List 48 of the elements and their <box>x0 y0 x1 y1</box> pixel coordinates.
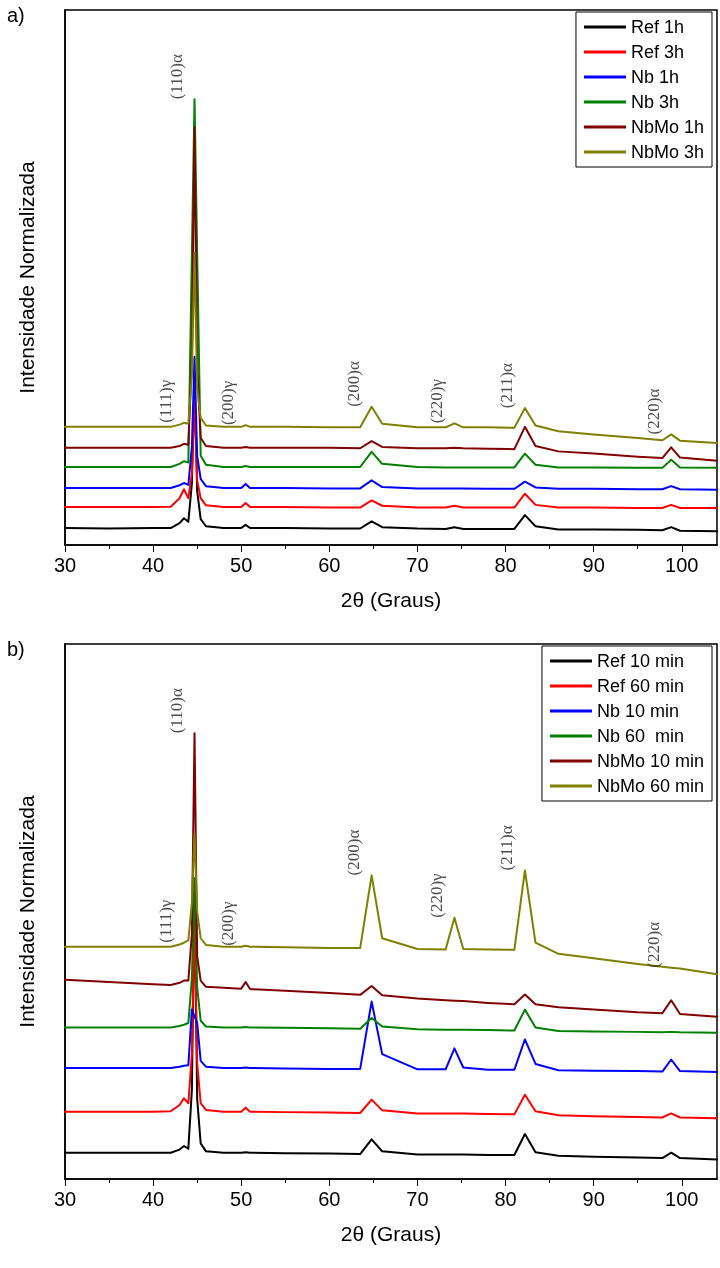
x-tick-label: 60 <box>318 1188 341 1210</box>
x-tick-label: 100 <box>665 1188 699 1210</box>
annotation: (111)γ <box>156 899 176 943</box>
x-axis-title: 2θ (Graus) <box>340 588 442 611</box>
x-tick-label: 60 <box>318 554 341 576</box>
x-axis-title: 2θ (Graus) <box>340 1222 442 1245</box>
x-tick-label: 50 <box>230 554 253 576</box>
legend-label: Nb 10 min <box>596 701 679 721</box>
annotation: (220)α <box>643 388 663 435</box>
annotation: (220)α <box>643 921 663 968</box>
legend-label: Nb 60 min <box>596 726 684 746</box>
x-tick-label: 90 <box>582 554 605 576</box>
annotation: (211)α <box>497 825 517 871</box>
annotation: (220)γ <box>426 872 446 918</box>
x-tick-label: 100 <box>665 554 699 576</box>
legend-label: NbMo 60 min <box>596 776 704 796</box>
x-tick-label: 30 <box>53 1188 77 1210</box>
legend-label: NbMo 1h <box>630 117 705 137</box>
chart-title: b) <box>7 638 25 660</box>
x-tick-label: 50 <box>230 1188 253 1210</box>
annotation: (200)γ <box>218 901 238 946</box>
annotation: (200)γ <box>218 380 238 426</box>
annotation: (211)α <box>497 362 517 409</box>
x-tick-label: 40 <box>141 554 165 576</box>
x-tick-label: 80 <box>494 1188 517 1210</box>
legend-label: NbMo 10 min <box>596 751 704 771</box>
annotation: (111)γ <box>156 379 176 423</box>
legend-label: Ref 10 min <box>596 651 684 671</box>
x-tick-label: 70 <box>406 1188 429 1210</box>
y-axis-title: Intensidade Normalizada <box>15 795 38 1028</box>
legend-label: NbMo 3h <box>630 142 705 162</box>
legend-label: Ref 3h <box>630 42 685 62</box>
x-tick-label: 70 <box>406 554 429 576</box>
x-tick-label: 30 <box>53 554 77 576</box>
annotation: (200)α <box>344 360 364 407</box>
annotation: (110)α <box>167 53 187 100</box>
legend-label: Ref 60 min <box>596 676 684 696</box>
y-axis-title: Intensidade Normalizada <box>15 161 38 394</box>
annotation: (110)α <box>167 687 187 734</box>
chart-title: a) <box>7 4 25 26</box>
legend-label: Nb 1h <box>630 67 680 87</box>
x-tick-label: 40 <box>141 1188 165 1210</box>
annotation: (200)α <box>344 829 364 876</box>
annotation: (220)γ <box>426 378 446 424</box>
x-tick-label: 90 <box>582 1188 605 1210</box>
x-tick-label: 80 <box>494 554 517 576</box>
legend-label: Nb 3h <box>630 92 680 112</box>
legend-label: Ref 1h <box>630 17 685 37</box>
